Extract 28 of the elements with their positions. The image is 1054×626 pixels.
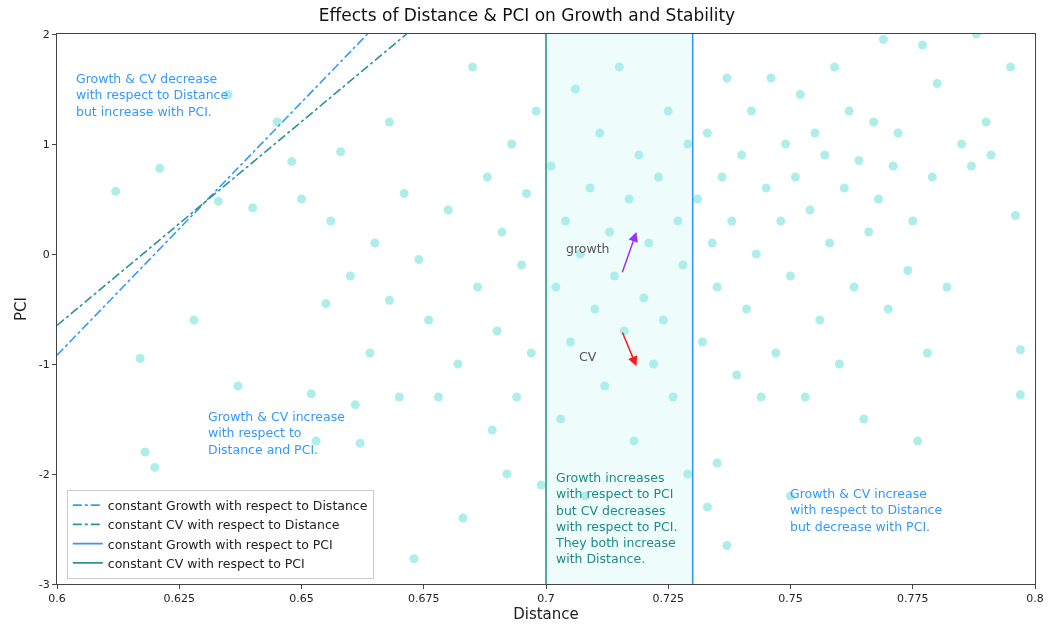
- legend-label: constant CV with respect to Distance: [107, 517, 340, 533]
- y-tick-label: 0: [42, 247, 50, 261]
- x-tick-label: 0.725: [652, 592, 684, 606]
- y-tick-label: -3: [38, 577, 50, 591]
- x-axis-title: Distance: [513, 605, 579, 624]
- x-tick-label: 0.775: [897, 592, 929, 606]
- y-axis-title: PCI: [12, 297, 31, 321]
- annotation: Growth & CV increase with respect to Distance and PCI.: [208, 409, 346, 457]
- x-tick-label: 0.625: [163, 592, 195, 606]
- x-tick-label: 0.7: [537, 592, 555, 606]
- annotation: Growth & CV decrease with respect to Distance but increase with PCI.: [76, 71, 229, 119]
- x-tick-label: 0.8: [1026, 592, 1044, 606]
- y-tick-label: -2: [38, 467, 50, 481]
- annotation: Growth increases with respect to PCI but CV decreases with respect to PCI. They both increase with Distance.: [555, 470, 678, 567]
- x-tick-label: 0.65: [289, 592, 314, 606]
- x-tick-label: 0.75: [778, 592, 803, 606]
- y-tick-label: -1: [38, 357, 50, 371]
- chart-title: Effects of Distance & PCI on Growth and Stability: [318, 5, 736, 26]
- annotation: growth: [566, 241, 610, 256]
- x-tick-label: 0.675: [408, 592, 440, 606]
- legend-label: constant Growth with respect to PCI: [107, 536, 333, 552]
- annotation: Growth & CV increase with respect to Distance but decrease with PCI.: [790, 486, 943, 534]
- x-tick-label: 0.6: [48, 592, 66, 606]
- y-tick-label: 1: [42, 137, 50, 151]
- annotation: CV: [579, 349, 597, 364]
- legend-label: constant Growth with respect to Distance: [107, 498, 368, 513]
- y-tick-label: 2: [42, 27, 50, 41]
- legend-label: constant CV with respect to PCI: [107, 555, 305, 571]
